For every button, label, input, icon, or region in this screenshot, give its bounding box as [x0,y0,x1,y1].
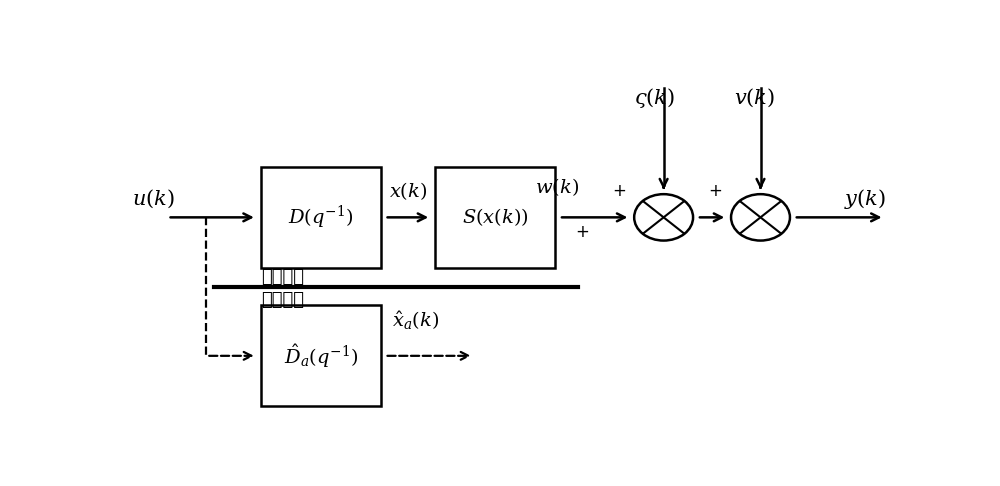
Ellipse shape [731,194,790,241]
Text: $\hat{D}_a(q^{-1})$: $\hat{D}_a(q^{-1})$ [284,342,358,370]
Text: $u(k)$: $u(k)$ [132,188,174,210]
Text: $x(k)$: $x(k)$ [389,180,427,202]
Bar [261,167,381,268]
Text: $D(q^{-1})$: $D(q^{-1})$ [288,204,353,231]
Text: $+$: $+$ [575,224,589,242]
Bar [435,167,555,268]
Text: 辅助模型: 辅助模型 [261,291,304,309]
Ellipse shape [634,194,693,241]
Text: 真实模型: 真实模型 [261,268,304,286]
Bar [261,305,381,406]
Text: $+$: $+$ [708,182,723,200]
Text: $S(x(k))$: $S(x(k))$ [462,207,529,228]
Text: $v(k)$: $v(k)$ [734,87,775,109]
Text: $y(k)$: $y(k)$ [844,187,886,210]
Text: $w(k)$: $w(k)$ [535,176,580,198]
Text: $\varsigma(k)$: $\varsigma(k)$ [634,86,675,110]
Text: $+$: $+$ [612,182,626,200]
Text: $\hat{x}_a(k)$: $\hat{x}_a(k)$ [392,309,439,332]
